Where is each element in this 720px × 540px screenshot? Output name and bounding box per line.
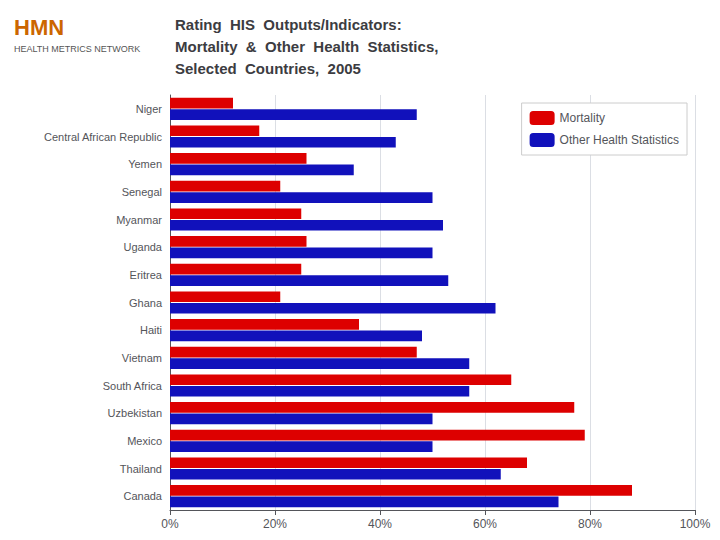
svg-text:Rating HIS Outputs/Indicator: Rating HIS Outputs/Indicators: (175, 16, 402, 33)
svg-text:60%: 60% (473, 517, 497, 531)
svg-text:40%: 40% (368, 517, 392, 531)
svg-text:Yemen: Yemen (128, 158, 162, 170)
svg-text:Mortality: Mortality (560, 111, 605, 125)
svg-text:Selected Countries, 2005: Selected Countries, 2005 (175, 60, 361, 77)
svg-text:Uganda: Uganda (123, 241, 162, 253)
svg-text:Ghana: Ghana (129, 297, 163, 309)
svg-text:Senegal: Senegal (122, 186, 162, 198)
svg-text:20%: 20% (263, 517, 287, 531)
svg-text:0%: 0% (161, 517, 179, 531)
svg-text:Haiti: Haiti (140, 324, 162, 336)
svg-text:Niger: Niger (136, 103, 163, 115)
svg-text:South Africa: South Africa (103, 380, 163, 392)
svg-text:HEALTH METRICS NETWORK: HEALTH METRICS NETWORK (14, 44, 140, 54)
svg-text:Eritrea: Eritrea (130, 269, 163, 281)
svg-text:HMN: HMN (14, 15, 64, 40)
svg-text:100%: 100% (680, 517, 711, 531)
svg-text:Thailand: Thailand (120, 463, 162, 475)
svg-text:Mexico: Mexico (127, 435, 162, 447)
svg-text:Other Health Statistics: Other Health Statistics (560, 133, 679, 147)
svg-text:Myanmar: Myanmar (116, 214, 162, 226)
svg-text:80%: 80% (578, 517, 602, 531)
svg-text:Mortality & Other Health S: Mortality & Other Health Statistics, (175, 38, 438, 55)
svg-text:Central African Republic: Central African Republic (44, 131, 163, 143)
svg-text:Uzbekistan: Uzbekistan (108, 407, 162, 419)
svg-text:Canada: Canada (123, 490, 162, 502)
svg-text:Vietnam: Vietnam (122, 352, 162, 364)
